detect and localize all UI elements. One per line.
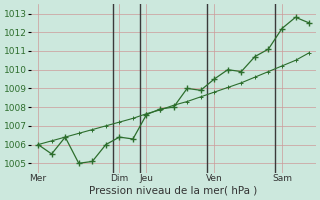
X-axis label: Pression niveau de la mer( hPa ): Pression niveau de la mer( hPa ) [90,186,258,196]
